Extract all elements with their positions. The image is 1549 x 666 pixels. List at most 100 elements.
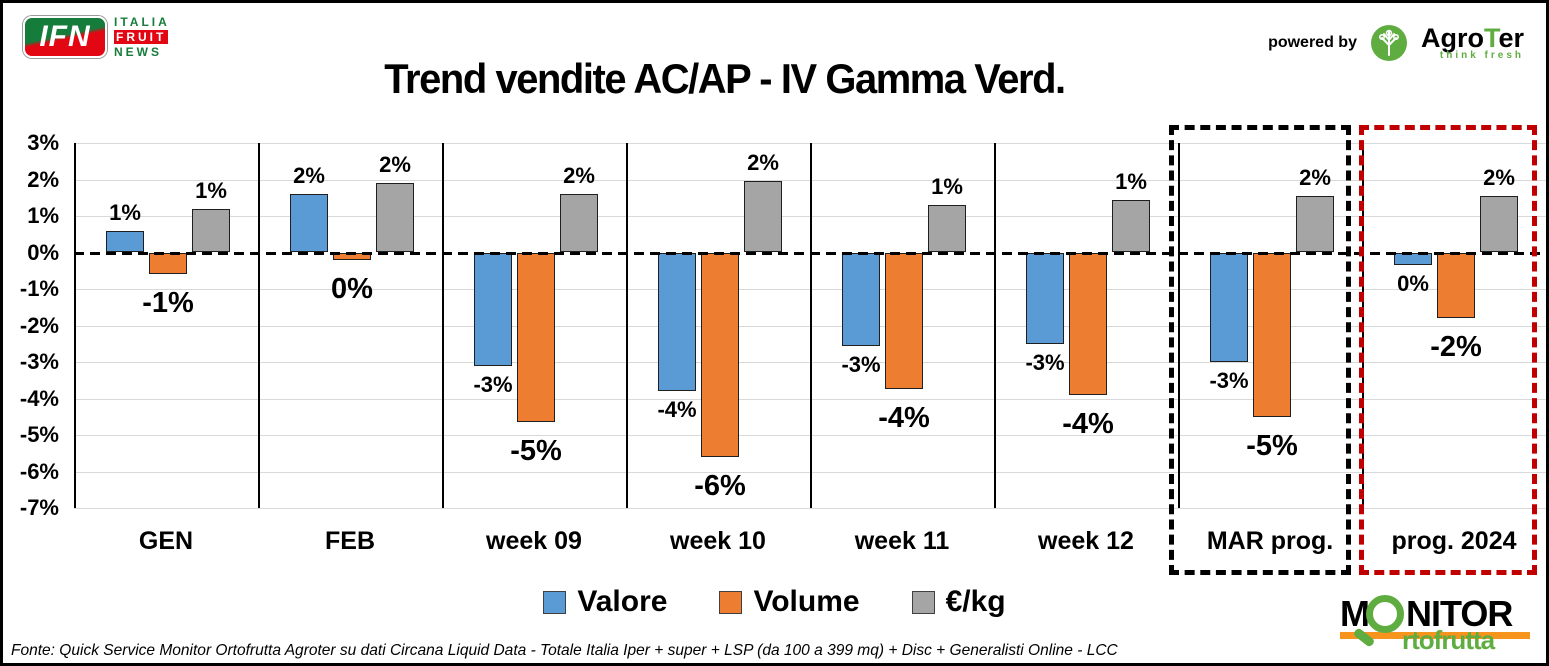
category-label-week-11: week 11 <box>854 527 950 555</box>
value-label-valore-2: -3% <box>473 371 513 397</box>
y-axis-tick-label: -1% <box>19 276 59 301</box>
category-label-week-09: week 09 <box>486 527 582 555</box>
category-label-prog-2024: prog. 2024 <box>1391 527 1517 555</box>
value-label-volume-2: -5% <box>510 435 562 468</box>
value-label--kg-2: 2% <box>563 163 595 189</box>
category-separator <box>1178 143 1180 508</box>
y-axis-tick-label: 0% <box>27 239 59 265</box>
legend-swatch-volume <box>719 590 743 614</box>
zero-baseline <box>74 251 1546 255</box>
legend-item-valore: Valore <box>543 585 667 619</box>
value-label-valore-1: 2% <box>293 163 325 189</box>
bar--kg-week-09 <box>560 194 598 253</box>
legend-label--kg: €/kg <box>945 585 1006 618</box>
category-label-GEN: GEN <box>138 527 194 555</box>
source-footnote: Fonte: Quick Service Monitor Ortofrutta … <box>11 642 1118 659</box>
bar-volume-week-12 <box>1069 252 1107 395</box>
bar-volume-MAR-prog- <box>1253 252 1291 417</box>
y-axis-tick-label: 2% <box>27 166 59 192</box>
bar--kg-FEB <box>376 183 414 253</box>
y-axis-tick-label: 3% <box>27 130 59 155</box>
category-separator <box>994 143 996 508</box>
bar-volume-week-11 <box>885 252 923 390</box>
legend-label-valore: Valore <box>577 585 668 618</box>
value-label-valore-3: -4% <box>657 397 697 423</box>
powered-by-label: powered by <box>1268 34 1357 51</box>
value-label-volume-0: -1% <box>142 287 194 320</box>
bar-chart-plot-area: 3% 2% 1% 0% -1% -2% -3% -4% -5% -6% -7% 1% 2% -3% -4% -… <box>3 3 1546 663</box>
bar--kg-GEN <box>192 208 230 253</box>
agroter-tagline: think fresh <box>1439 50 1524 61</box>
value-label--kg-6: 2% <box>1299 164 1331 190</box>
value-label-valore-0: 1% <box>109 199 141 225</box>
y-axis-tick-label: -2% <box>19 312 59 338</box>
bar-valore-week-12 <box>1026 252 1064 344</box>
value-label-valore-7: 0% <box>1397 271 1429 297</box>
bar--kg-week-12 <box>1112 199 1150 253</box>
value-label-valore-4: -3% <box>841 351 881 377</box>
category-label-MAR-prog-: MAR prog. <box>1206 527 1334 555</box>
y-axis-tick-label: -7% <box>19 495 59 520</box>
y-axis-tick-label: -4% <box>19 385 59 411</box>
category-label-week-12: week 12 <box>1038 527 1134 555</box>
legend-item--kg: €/kg <box>911 585 1006 619</box>
bar--kg-week-10 <box>744 181 782 253</box>
value-label-volume-4: -4% <box>878 402 930 435</box>
magnifier-icon <box>1366 595 1404 633</box>
bar-valore-FEB <box>290 194 328 253</box>
value-label-valore-5: -3% <box>1025 349 1065 375</box>
bar--kg-week-11 <box>928 205 966 253</box>
bar-valore-GEN <box>106 230 144 253</box>
bar--kg-MAR-prog- <box>1296 195 1334 253</box>
value-label-volume-7: -2% <box>1430 331 1482 364</box>
ifn-wordmark: ITALIA FRUIT NEWS <box>114 15 170 59</box>
legend-item-volume: Volume <box>719 585 860 619</box>
ifn-line-news: NEWS <box>114 45 162 59</box>
category-label-FEB: FEB <box>325 527 375 555</box>
y-axis-line <box>74 143 76 508</box>
legend-label-volume: Volume <box>753 585 860 618</box>
bar-valore-week-11 <box>842 252 880 346</box>
chart-title: Trend vendite AC/AP - IV Gamma Verd. <box>384 55 1066 102</box>
bar--kg-prog-2024 <box>1480 195 1518 253</box>
y-axis-tick-label: 1% <box>27 203 59 228</box>
highlight-box-prog-2024 <box>1359 125 1537 575</box>
value-label--kg-5: 1% <box>1115 168 1147 194</box>
value-label--kg-7: 2% <box>1483 164 1515 190</box>
agroter-wordmark: AgroTer think fresh <box>1421 25 1524 61</box>
bar-valore-week-09 <box>474 252 512 366</box>
agroter-name-t: T <box>1483 23 1499 53</box>
monitor-ortofrutta-logo: M NITOR rtofrutta <box>1340 593 1530 659</box>
ifn-logo: IFN ITALIA FRUIT NEWS <box>23 15 170 59</box>
y-axis-tick-label: -5% <box>19 422 59 447</box>
category-separator <box>626 143 628 508</box>
value-label-volume-3: -6% <box>694 469 746 502</box>
powered-by-agroter: powered by AgroTer think fresh <box>1268 25 1524 61</box>
agroter-name-prefix: Agro <box>1420 23 1484 53</box>
monitor-letter-m: M <box>1340 593 1370 634</box>
monitor-rtofrutta: rtofrutta <box>1402 625 1495 655</box>
monitor-orange-bar <box>1340 632 1530 639</box>
value-label-valore-6: -3% <box>1209 368 1249 393</box>
bar-valore-MAR-prog- <box>1210 252 1248 362</box>
value-label--kg-4: 1% <box>931 174 963 200</box>
chart-legend: Valore Volume €/kg <box>3 585 1546 619</box>
bar-valore-week-10 <box>658 252 696 392</box>
y-axis-tick-label: -6% <box>19 458 59 484</box>
agroter-tree-icon <box>1370 25 1407 61</box>
value-label-volume-6: -5% <box>1246 429 1298 462</box>
legend-swatch--kg <box>911 590 935 614</box>
ifn-line-italia: ITALIA <box>114 15 170 29</box>
value-label--kg-1: 2% <box>379 152 411 178</box>
category-separator <box>442 143 444 508</box>
value-label-volume-5: -4% <box>1062 407 1114 440</box>
bar-volume-week-09 <box>517 252 555 423</box>
value-label--kg-3: 2% <box>747 150 779 176</box>
y-axis-tick-label: -3% <box>19 349 59 374</box>
ifn-badge-icon: IFN <box>23 16 107 58</box>
category-separator <box>258 143 260 508</box>
agroter-name-suffix: er <box>1498 23 1524 53</box>
bar-volume-week-10 <box>701 252 739 457</box>
ifn-line-fruit: FRUIT <box>114 30 169 44</box>
